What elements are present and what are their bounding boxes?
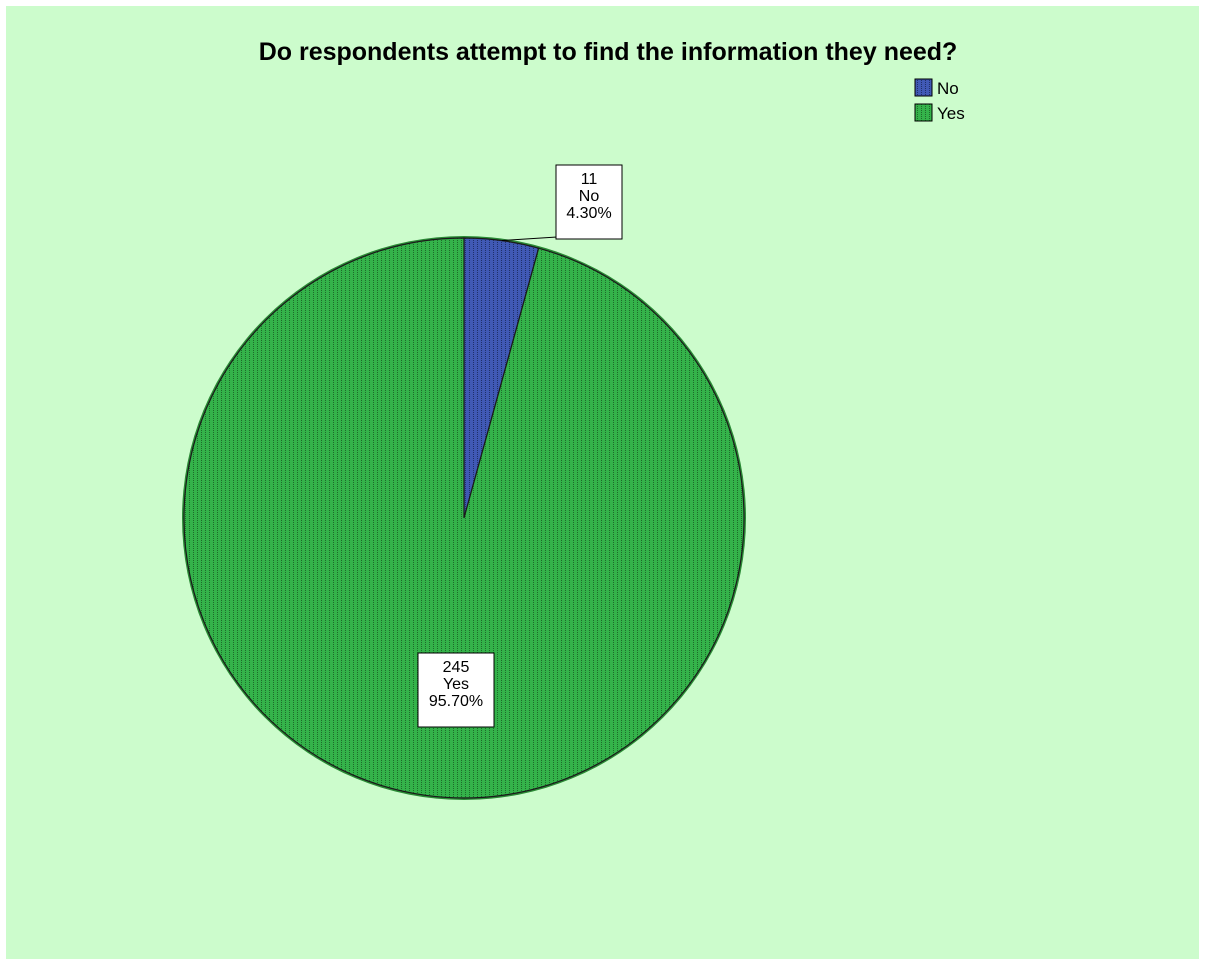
data-label-percent: 4.30% xyxy=(566,205,611,222)
pie-group xyxy=(182,236,746,800)
data-label-percent: 95.70% xyxy=(429,693,483,710)
leader-line-no xyxy=(501,236,558,242)
legend-label-yes: Yes xyxy=(937,104,965,123)
pie-slice-yes xyxy=(183,237,745,799)
data-label-count: 245 xyxy=(443,659,470,676)
legend-label-no: No xyxy=(937,79,959,98)
legend-swatch-yes xyxy=(914,103,933,122)
chart-title: Do respondents attempt to find the infor… xyxy=(259,38,958,66)
data-label-box xyxy=(417,652,495,728)
data-label-category: No xyxy=(579,188,600,205)
legend-swatch-no xyxy=(914,78,933,97)
data-label-count: 11 xyxy=(581,171,598,188)
chart-legend: No Yes xyxy=(914,78,965,123)
data-label-category: Yes xyxy=(443,676,469,693)
data-label-box xyxy=(555,164,623,240)
